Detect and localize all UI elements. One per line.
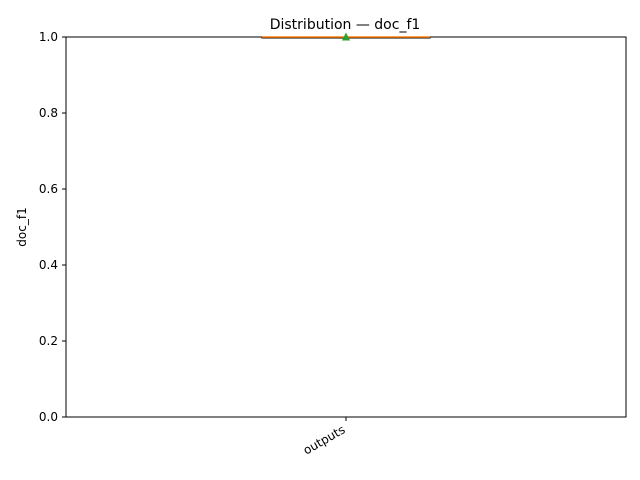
y-tick-label: 0.6	[39, 182, 58, 196]
y-tick-label: 0.0	[39, 410, 58, 424]
boxes	[261, 32, 431, 41]
x-axis: outputs	[301, 417, 348, 458]
plot-frame	[65, 36, 627, 418]
chart-title: Distribution — doc_f1	[270, 17, 421, 33]
mean-marker	[342, 32, 350, 41]
x-tick-label: outputs	[301, 422, 348, 457]
plot-area	[65, 36, 627, 418]
y-tick-label: 1.0	[39, 30, 58, 44]
y-tick-label: 0.2	[39, 334, 58, 348]
y-axis: 0.0 0.2 0.4 0.6 0.8 1.0	[39, 30, 66, 424]
y-tick-label: 0.8	[39, 106, 58, 120]
y-tick-label: 0.4	[39, 258, 58, 272]
y-axis-title: doc_f1	[15, 207, 29, 246]
